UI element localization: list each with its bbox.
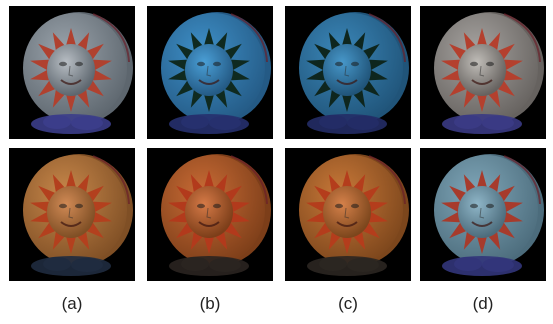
image-panel-b-top <box>147 6 273 139</box>
sun-plaque-image <box>9 148 135 281</box>
column-label-b: (b) <box>199 294 221 313</box>
image-panel-a-bottom <box>9 148 135 281</box>
column-label-d: (d) <box>472 294 494 313</box>
sun-plaque-image <box>9 6 135 139</box>
column-label-a: (a) <box>61 294 83 313</box>
image-panel-c-bottom <box>285 148 411 281</box>
sun-plaque-image <box>147 6 273 139</box>
image-panel-b-bottom <box>147 148 273 281</box>
image-panel-a-top <box>9 6 135 139</box>
sun-plaque-image <box>285 6 411 139</box>
image-panel-c-top <box>285 6 411 139</box>
image-panel-d-top <box>420 6 546 139</box>
sun-plaque-image <box>285 148 411 281</box>
sun-plaque-image <box>147 148 273 281</box>
sun-plaque-image <box>420 148 546 281</box>
sun-plaque-image <box>420 6 546 139</box>
image-panel-d-bottom <box>420 148 546 281</box>
column-label-c: (c) <box>338 294 358 313</box>
